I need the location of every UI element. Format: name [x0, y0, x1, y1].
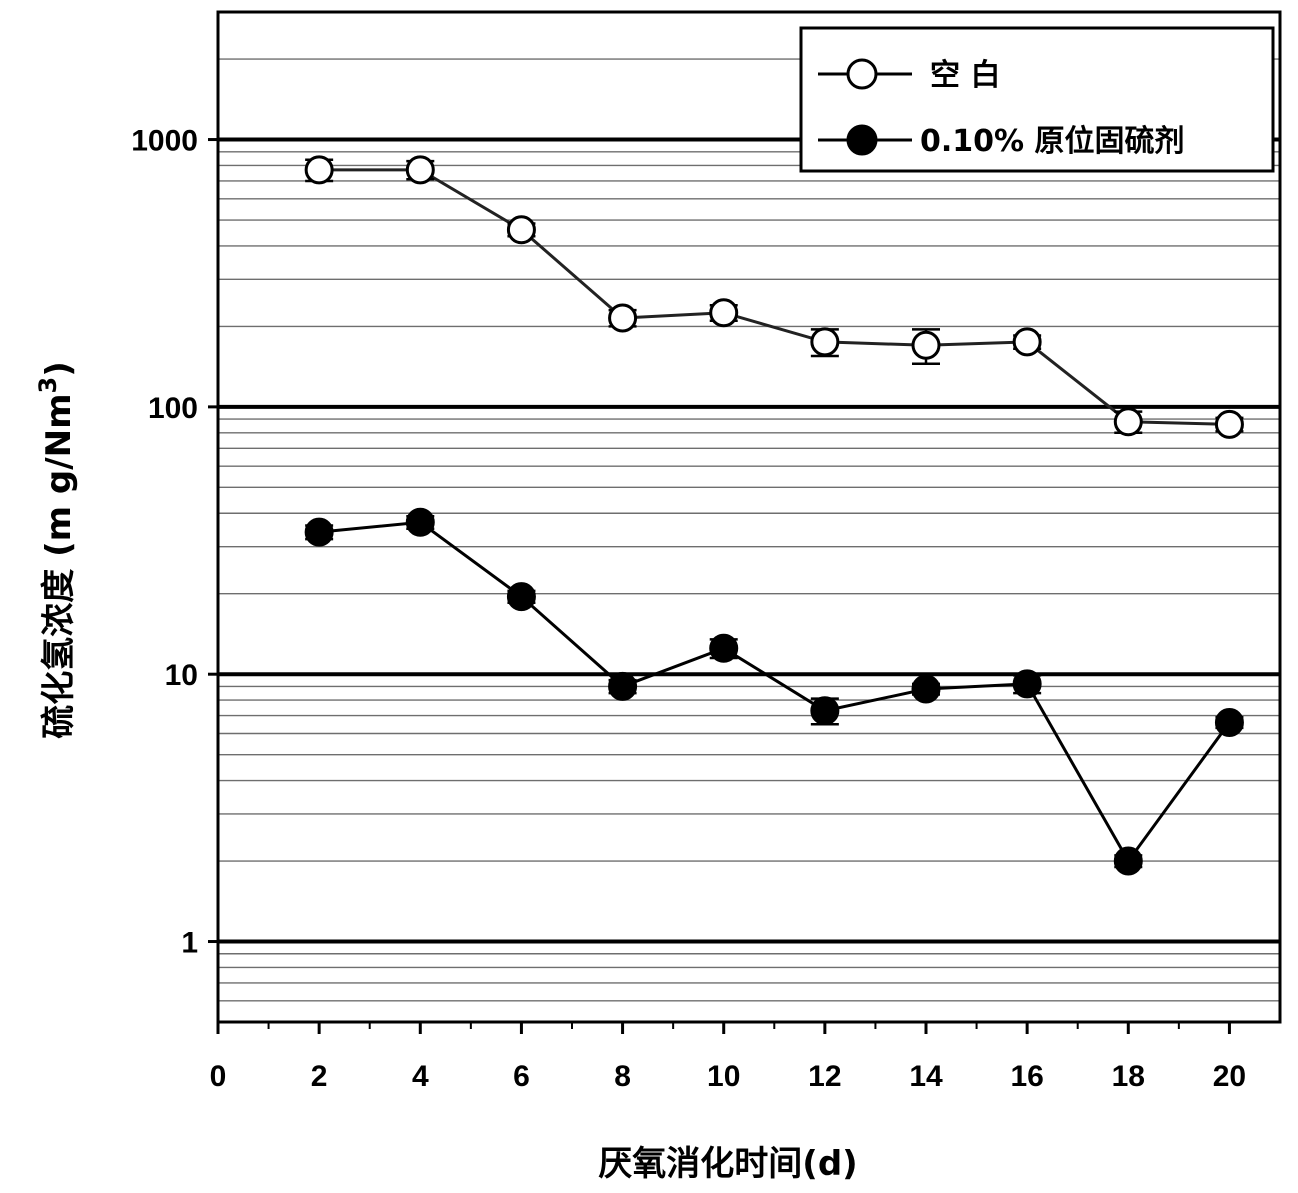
legend: 空 白 0.10% 原位固硫剂 — [799, 26, 1275, 173]
data-point-treatment — [1214, 707, 1244, 737]
data-point-blank — [506, 215, 536, 245]
data-point-blank — [709, 298, 739, 328]
y-tick-label: 1000 — [131, 125, 198, 158]
y-axis-title-close: ) — [39, 361, 79, 377]
data-point-blank — [608, 303, 638, 333]
x-tick-label: 8 — [614, 1060, 631, 1093]
tick-labels: 0 2 4 6 8 10 12 14 16 18 20 1 10 100 1000 — [131, 125, 1246, 1093]
y-axis-title-superscript: 3 — [34, 377, 62, 394]
legend-label-blank: 空 白 — [930, 58, 1000, 93]
data-point-treatment — [709, 633, 739, 663]
data-point-treatment — [405, 507, 435, 537]
data-point-blank — [405, 155, 435, 185]
data-point-treatment — [911, 674, 941, 704]
x-tick-label: 16 — [1010, 1060, 1043, 1093]
plot-frame — [216, 10, 1282, 1024]
data-point-blank — [1012, 327, 1042, 357]
legend-marker-blank — [846, 58, 878, 90]
series-line-2 — [318, 520, 1231, 864]
data-point-treatment — [608, 671, 638, 701]
x-tick-label: 20 — [1213, 1060, 1246, 1093]
x-tick-label: 14 — [909, 1060, 943, 1093]
x-tick-label: 4 — [412, 1060, 429, 1093]
axes — [208, 10, 1282, 1034]
series-line-1 — [319, 168, 1230, 426]
y-tick-label: 100 — [148, 392, 198, 425]
x-axis-title: 厌氧消化时间(d) — [598, 1144, 857, 1184]
y-axis-title-main: 硫化氢浓度 (m g/Nm — [39, 393, 79, 738]
grid-lines — [218, 11, 1280, 1023]
data-point-blank — [304, 155, 334, 185]
x-tick-label: 6 — [513, 1060, 530, 1093]
data-point-treatment — [506, 582, 536, 612]
data-point-blank — [810, 327, 840, 357]
x-tick-label: 18 — [1112, 1060, 1145, 1093]
data-point-treatment — [810, 696, 840, 726]
legend-box — [799, 26, 1275, 173]
plot-series — [304, 155, 1244, 876]
legend-label-treatment: 0.10% 原位固硫剂 — [920, 124, 1185, 159]
data-point-blank — [1214, 409, 1244, 439]
data-point-blank — [1113, 407, 1143, 437]
x-tick-label: 2 — [311, 1060, 328, 1093]
data-point-treatment — [304, 517, 334, 547]
data-point-treatment — [1012, 669, 1042, 699]
y-tick-label: 10 — [165, 659, 198, 692]
y-tick-label: 1 — [181, 927, 198, 960]
x-tick-label: 12 — [808, 1060, 841, 1093]
x-tick-label: 10 — [707, 1060, 740, 1093]
x-tick-label: 0 — [210, 1060, 227, 1093]
data-point-treatment — [1113, 846, 1143, 876]
y-axis-title: 硫化氢浓度 (m g/Nm3) — [34, 361, 79, 739]
data-point-blank — [911, 330, 941, 360]
legend-marker-treatment — [846, 124, 878, 156]
